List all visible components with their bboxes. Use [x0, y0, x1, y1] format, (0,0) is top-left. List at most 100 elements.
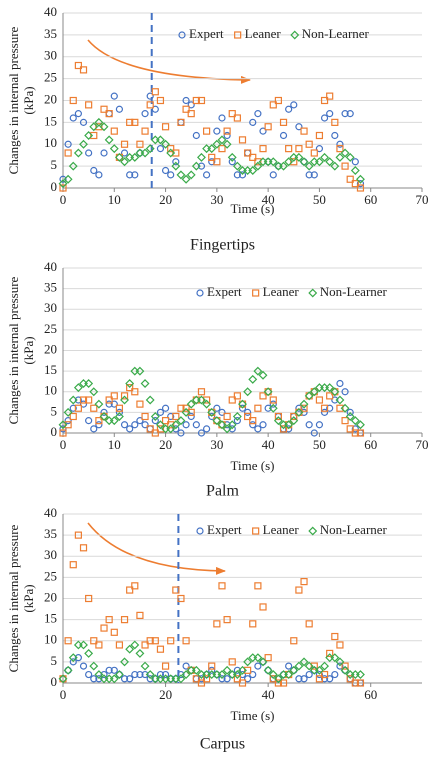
data-point [304, 661, 314, 671]
data-point [305, 620, 313, 628]
data-point [192, 675, 200, 683]
x-tick-label: 0 [60, 192, 67, 207]
data-point [218, 582, 226, 590]
data-point [90, 637, 98, 645]
x-tick-label: 10 [108, 437, 121, 452]
legend-label: Leaner [263, 522, 300, 537]
x-tick-label: 40 [262, 437, 275, 452]
data-point [264, 123, 272, 131]
data-point [254, 662, 262, 670]
data-point [325, 383, 335, 393]
data-point [335, 152, 345, 162]
x-tick-label: 30 [210, 192, 223, 207]
data-point [227, 152, 237, 162]
legend-marker [234, 31, 242, 39]
data-point [223, 616, 231, 624]
data-point [299, 657, 309, 667]
data-point [120, 395, 129, 405]
data-point [136, 140, 144, 148]
data-point [181, 174, 191, 184]
data-point [249, 153, 257, 161]
data-point [295, 404, 303, 412]
data-point [346, 110, 354, 118]
data-point [330, 161, 340, 171]
y-tick-label: 35 [44, 280, 57, 295]
data-point [279, 131, 288, 140]
data-point [233, 417, 241, 425]
trend-arrow [87, 522, 226, 575]
data-point [167, 171, 175, 179]
data-point [197, 162, 206, 170]
data-point [243, 387, 253, 397]
data-point [249, 118, 257, 126]
data-point [110, 92, 118, 100]
data-point [130, 640, 140, 650]
x-tick-label: 60 [364, 192, 377, 207]
data-point [218, 408, 226, 416]
data-point [232, 670, 242, 679]
data-point [186, 399, 196, 409]
data-point [213, 127, 221, 135]
data-point [305, 670, 313, 679]
data-point [167, 637, 175, 645]
y-tick-label: 40 [44, 259, 57, 274]
legend-marker [308, 288, 318, 298]
data-point [109, 674, 119, 684]
data-point [182, 404, 190, 412]
y-tick-label: 15 [44, 362, 57, 377]
data-point [197, 429, 206, 437]
data-point [94, 670, 104, 679]
data-point [79, 662, 88, 670]
data-point [325, 157, 335, 167]
data-point [351, 180, 359, 188]
data-point [172, 158, 180, 166]
data-point [202, 399, 212, 409]
legend-label: Expert [207, 284, 242, 299]
legend-label: Leaner [263, 284, 300, 299]
data-point [233, 114, 241, 122]
data-point [150, 412, 160, 421]
legend-marker [178, 31, 186, 39]
data-point [177, 404, 185, 412]
data-point [232, 161, 242, 171]
legend-marker [308, 526, 318, 536]
data-point [217, 135, 227, 145]
data-point [331, 632, 339, 641]
data-point [254, 582, 262, 590]
data-point [331, 396, 339, 404]
data-point [84, 131, 94, 140]
data-point [156, 670, 165, 679]
data-point [273, 674, 283, 684]
data-point [109, 144, 119, 154]
data-point [182, 96, 190, 105]
data-point [284, 670, 294, 679]
data-point [263, 387, 273, 397]
data-point [182, 637, 190, 645]
legend-label: Non-Learner [302, 26, 370, 41]
data-point [59, 175, 67, 183]
data-point [227, 420, 237, 430]
x-tick-label: 50 [313, 437, 326, 452]
data-point [320, 675, 329, 683]
data-point [64, 417, 72, 425]
data-point [300, 577, 308, 586]
data-point [161, 670, 170, 679]
data-point [304, 391, 314, 401]
data-point [135, 648, 145, 658]
data-point [228, 658, 236, 666]
data-point [84, 648, 94, 658]
data-point [100, 670, 108, 679]
data-point [258, 370, 268, 380]
legend-label: Expert [189, 26, 224, 41]
data-point [136, 417, 144, 425]
data-point [197, 388, 206, 396]
data-point [341, 162, 349, 170]
data-point [356, 429, 365, 437]
data-point [176, 416, 186, 426]
x-tick-label: 70 [416, 192, 429, 207]
data-point [74, 531, 82, 539]
data-point [161, 166, 170, 175]
y-tick-label: 10 [44, 383, 57, 398]
data-point [177, 594, 185, 603]
data-point [314, 157, 324, 167]
